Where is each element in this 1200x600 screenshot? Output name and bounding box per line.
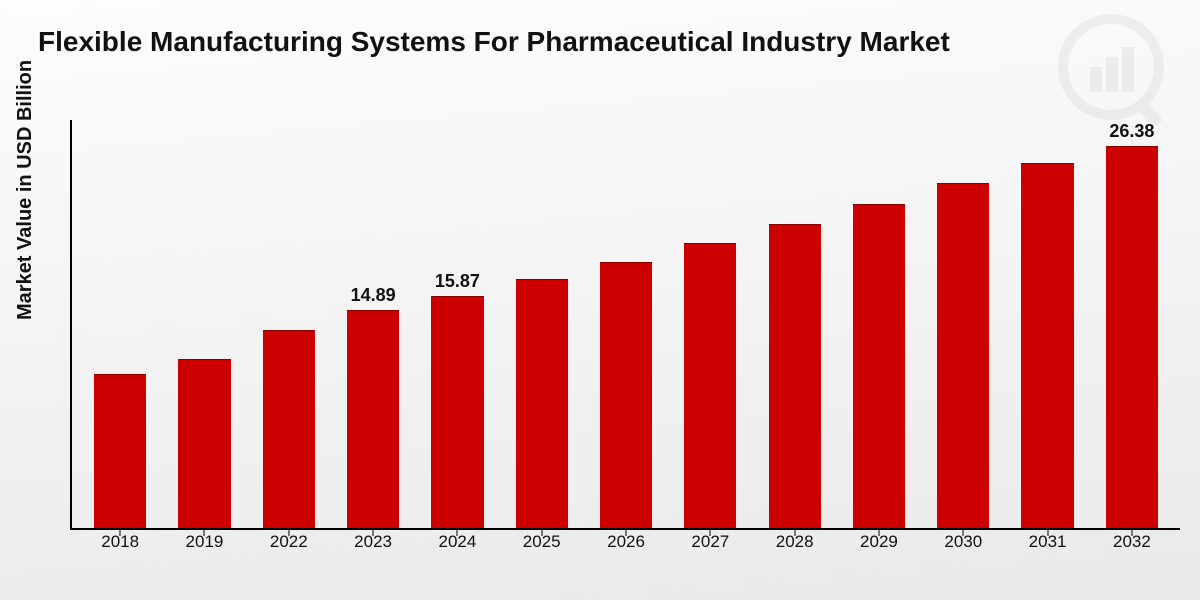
x-tick-label: 2024	[415, 532, 499, 552]
y-axis-label: Market Value in USD Billion	[14, 60, 37, 320]
bar	[516, 279, 568, 528]
x-tick-label: 2022	[247, 532, 331, 552]
bar-slot: 2026	[584, 120, 668, 528]
bar-slot: 2031	[1005, 120, 1089, 528]
chart-title: Flexible Manufacturing Systems For Pharm…	[38, 26, 950, 58]
bar-slot: 15.872024	[415, 120, 499, 528]
watermark-logo-icon	[1056, 12, 1176, 132]
x-tick-label: 2031	[1005, 532, 1089, 552]
bar	[263, 330, 315, 528]
x-tick-label: 2025	[500, 532, 584, 552]
bar	[94, 374, 146, 528]
bar	[347, 310, 399, 528]
bar-slot: 2029	[837, 120, 921, 528]
bar-slot: 2028	[753, 120, 837, 528]
x-tick-label: 2023	[331, 532, 415, 552]
x-tick-label: 2018	[78, 532, 162, 552]
bar-slot: 26.382032	[1090, 120, 1174, 528]
x-tick-label: 2030	[921, 532, 1005, 552]
bar	[600, 262, 652, 528]
bar	[431, 296, 483, 528]
bar-value-label: 15.87	[435, 270, 480, 292]
bar	[769, 224, 821, 528]
bar-value-label: 14.89	[351, 284, 396, 306]
x-tick-label: 2027	[668, 532, 752, 552]
bar-slot: 2019	[162, 120, 246, 528]
bars-container: 20182019202214.89202315.8720242025202620…	[72, 120, 1180, 528]
bar-slot: 2025	[500, 120, 584, 528]
bar	[1106, 146, 1158, 528]
bar-slot: 2027	[668, 120, 752, 528]
x-tick-label: 2019	[162, 532, 246, 552]
bar-slot: 14.892023	[331, 120, 415, 528]
bar-slot: 2018	[78, 120, 162, 528]
bar-value-label: 26.38	[1109, 120, 1154, 142]
x-tick-label: 2026	[584, 532, 668, 552]
bar	[1021, 163, 1073, 528]
x-tick-label: 2028	[753, 532, 837, 552]
bar-slot: 2022	[247, 120, 331, 528]
bar	[684, 243, 736, 528]
bar-slot: 2030	[921, 120, 1005, 528]
chart-page: Flexible Manufacturing Systems For Pharm…	[0, 0, 1200, 600]
bar	[178, 359, 230, 528]
x-tick-label: 2032	[1090, 532, 1174, 552]
x-tick-label: 2029	[837, 532, 921, 552]
plot-area: 20182019202214.89202315.8720242025202620…	[70, 120, 1180, 530]
bar	[853, 204, 905, 528]
bar	[937, 183, 989, 528]
